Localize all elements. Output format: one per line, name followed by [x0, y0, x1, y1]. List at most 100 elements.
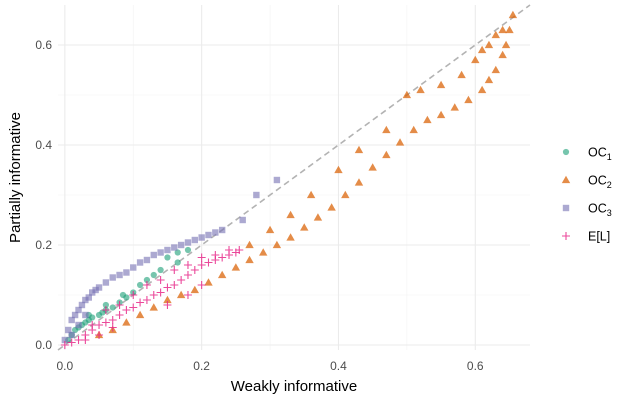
- x-axis-ticks: 0.0 0.2 0.4 0.6: [56, 359, 483, 373]
- series-oc3: [61, 176, 281, 344]
- data-point: [108, 323, 117, 332]
- data-point: [382, 125, 391, 134]
- data-point: [109, 304, 116, 311]
- data-point: [136, 281, 144, 289]
- data-point: [211, 251, 220, 259]
- y-axis-title: Partially informative: [7, 112, 24, 243]
- legend-item-oc3: OC3: [562, 202, 612, 219]
- data-point: [395, 138, 405, 146]
- data-point: [115, 311, 124, 319]
- data-point: [259, 248, 268, 256]
- data-point: [402, 90, 412, 99]
- data-point: [184, 239, 192, 246]
- x-tick-label: 0.0: [56, 359, 73, 373]
- data-point: [136, 298, 145, 307]
- data-point: [142, 296, 151, 304]
- data-point: [85, 294, 92, 301]
- y-axis-ticks: 0.0 0.2 0.4 0.6: [35, 38, 52, 352]
- data-point: [150, 271, 157, 279]
- data-point: [218, 226, 226, 234]
- data-point: [142, 281, 151, 289]
- data-point: [197, 253, 206, 262]
- y-tick-label: 0.0: [35, 338, 52, 352]
- legend-label: OC2: [588, 174, 612, 191]
- data-point: [82, 311, 89, 319]
- legend-key-square: [562, 204, 570, 212]
- data-point: [245, 255, 254, 264]
- legend-label: OC3: [588, 202, 612, 219]
- data-point: [174, 249, 181, 256]
- data-point: [450, 103, 459, 111]
- data-point: [477, 85, 487, 94]
- data-point: [156, 276, 165, 284]
- data-point: [149, 291, 158, 299]
- data-point: [176, 290, 186, 299]
- data-point: [135, 310, 145, 319]
- data-point: [231, 263, 241, 271]
- data-point: [78, 301, 86, 309]
- data-point: [334, 165, 343, 174]
- data-point: [101, 306, 110, 314]
- data-point: [82, 296, 89, 304]
- legend-item-e-l: E[L]: [562, 230, 610, 244]
- data-point: [163, 301, 172, 309]
- series-e-l: [60, 246, 244, 349]
- data-point: [416, 85, 425, 94]
- data-point: [95, 321, 104, 329]
- data-point: [102, 279, 110, 286]
- data-point: [190, 285, 200, 294]
- data-point: [130, 264, 137, 271]
- data-points: [60, 10, 518, 349]
- data-point: [164, 246, 171, 254]
- data-point: [491, 30, 500, 39]
- legend-item-oc1: OC1: [562, 146, 612, 162]
- data-point: [75, 306, 82, 314]
- data-point: [508, 10, 518, 19]
- data-point: [498, 50, 507, 59]
- data-point: [498, 25, 507, 34]
- data-point: [286, 233, 295, 241]
- data-point: [272, 240, 282, 249]
- data-point: [491, 65, 500, 74]
- data-point: [68, 316, 75, 324]
- data-point: [157, 249, 164, 256]
- legend: OC1 OC2 OC3 E[L]: [561, 146, 612, 244]
- data-point: [253, 191, 260, 199]
- data-point: [286, 210, 295, 219]
- data-point: [163, 283, 172, 292]
- major-grid: [58, 5, 530, 350]
- data-point: [116, 271, 123, 279]
- data-point: [436, 80, 446, 89]
- data-point: [81, 336, 90, 344]
- data-point: [225, 246, 234, 254]
- data-point: [136, 259, 144, 266]
- legend-key-triangle: [561, 175, 571, 184]
- data-point: [92, 286, 99, 294]
- data-point: [163, 295, 172, 304]
- data-point: [109, 274, 116, 281]
- data-point: [368, 163, 377, 171]
- x-tick-label: 0.4: [330, 359, 347, 373]
- legend-item-oc2: OC2: [561, 174, 612, 191]
- data-point: [183, 291, 192, 299]
- data-point: [101, 318, 110, 327]
- data-point: [204, 278, 213, 286]
- data-point: [157, 266, 164, 274]
- data-point: [354, 145, 364, 154]
- data-point: [123, 269, 130, 276]
- data-point: [143, 256, 151, 264]
- data-point: [484, 75, 494, 84]
- data-point: [183, 261, 192, 269]
- data-point: [122, 318, 131, 326]
- legend-key-plus: [562, 232, 570, 240]
- y-tick-label: 0.6: [35, 38, 52, 52]
- data-point: [174, 259, 181, 266]
- data-point: [501, 40, 511, 49]
- data-point: [300, 223, 309, 231]
- data-point: [89, 289, 96, 296]
- data-point: [68, 331, 75, 339]
- data-point: [341, 190, 350, 199]
- legend-label: E[L]: [588, 230, 610, 244]
- data-point: [61, 336, 69, 344]
- series-oc2: [94, 10, 518, 339]
